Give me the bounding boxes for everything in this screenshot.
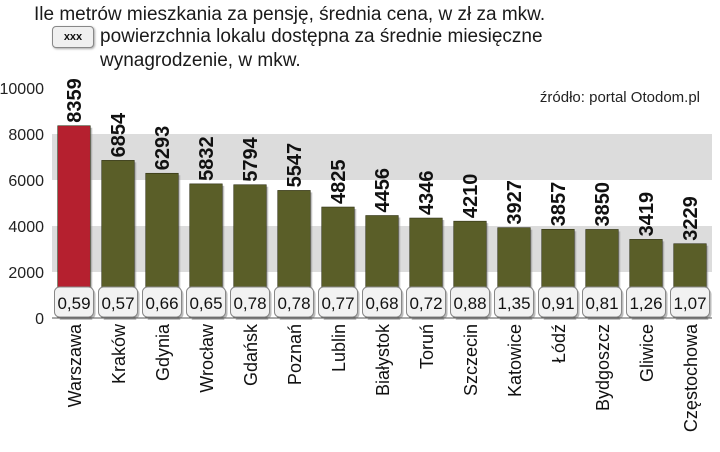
bar-value-label: 6854 <box>108 112 130 157</box>
ratio-box <box>626 286 666 318</box>
ratio-label: 1,07 <box>673 294 706 313</box>
category-label: Łódź <box>549 324 569 363</box>
category-label: Lublin <box>329 324 349 372</box>
category-label: Katowice <box>505 324 525 397</box>
ratio-box <box>98 286 138 318</box>
y-tick-label: 4000 <box>8 219 44 236</box>
category-label: Gliwice <box>637 324 657 382</box>
ratio-box <box>362 286 402 318</box>
bar-value-label: 5794 <box>240 136 262 181</box>
ratio-box <box>318 286 358 318</box>
bar-value-label: 6293 <box>152 126 174 171</box>
ratio-box <box>406 286 446 318</box>
ratio-box <box>230 286 270 318</box>
ratio-box <box>142 286 182 318</box>
ratio-label: 0,72 <box>409 294 442 313</box>
category-label: Częstochowa <box>681 323 701 432</box>
y-tick-label: 8000 <box>8 127 44 144</box>
ratio-box <box>494 286 534 318</box>
bar-value-label: 8359 <box>64 78 86 123</box>
ratio-box <box>582 286 622 318</box>
ratio-label: 0,68 <box>365 294 398 313</box>
ratio-box <box>538 286 578 318</box>
y-tick-label: 10000 <box>0 81 44 98</box>
y-tick-label: 6000 <box>8 173 44 190</box>
legend-sample-box: xxx <box>52 26 94 48</box>
ratio-box <box>54 286 94 318</box>
y-tick-label: 0 <box>35 311 44 328</box>
ratio-label: 0,57 <box>101 294 134 313</box>
bar-value-label: 3419 <box>636 192 658 237</box>
ratio-box <box>274 286 314 318</box>
category-label: Toruń <box>417 324 437 369</box>
ratio-label: 0,88 <box>453 294 486 313</box>
bar-value-label: 3927 <box>504 180 526 225</box>
ratio-box <box>450 286 490 318</box>
ratio-label: 0,78 <box>277 294 310 313</box>
bar-value-label: 5832 <box>196 136 218 181</box>
bar-value-label: 4825 <box>328 160 350 205</box>
bar-value-label: 3229 <box>680 196 702 241</box>
ratio-box <box>670 286 710 318</box>
category-label: Szczecin <box>461 324 481 396</box>
bar-value-label: 4210 <box>460 174 482 219</box>
category-label: Poznań <box>285 324 305 385</box>
category-label: Gdynia <box>153 323 173 381</box>
legend-description-line-2: wynagrodzenie, w mkw. <box>100 50 301 71</box>
ratio-label: 0,65 <box>189 294 222 313</box>
bar-value-label: 4346 <box>416 171 438 216</box>
bar-value-label: 3857 <box>548 182 570 227</box>
category-label: Kraków <box>109 323 129 384</box>
category-label: Białystok <box>373 323 393 396</box>
category-label: Bydgoszcz <box>593 324 613 411</box>
bar-value-label: 5547 <box>284 143 306 188</box>
category-label: Gdańsk <box>241 323 261 386</box>
ratio-label: 1,26 <box>629 294 662 313</box>
ratio-label: 0,78 <box>233 294 266 313</box>
legend-description-line-1: powierzchnia lokalu dostępna za średnie … <box>100 26 543 47</box>
ratio-label: 0,77 <box>321 294 354 313</box>
ratio-box <box>186 286 226 318</box>
ratio-label: 0,91 <box>541 294 574 313</box>
bar-value-label: 4456 <box>372 168 394 213</box>
category-label: Warszawa <box>65 323 85 407</box>
ratio-label: 0,66 <box>145 294 178 313</box>
bar-value-label: 3850 <box>592 182 614 227</box>
source-note: źródło: portal Otodom.pl <box>539 89 700 106</box>
ratio-label: 0,81 <box>585 294 618 313</box>
chart-title: Ile metrów mieszkania za pensję, średnia… <box>34 4 546 25</box>
y-tick-label: 2000 <box>8 265 44 282</box>
grid-band <box>52 134 712 180</box>
ratio-label: 1,35 <box>497 294 530 313</box>
category-label: Wrocław <box>197 323 217 393</box>
ratio-label: 0,59 <box>57 294 90 313</box>
